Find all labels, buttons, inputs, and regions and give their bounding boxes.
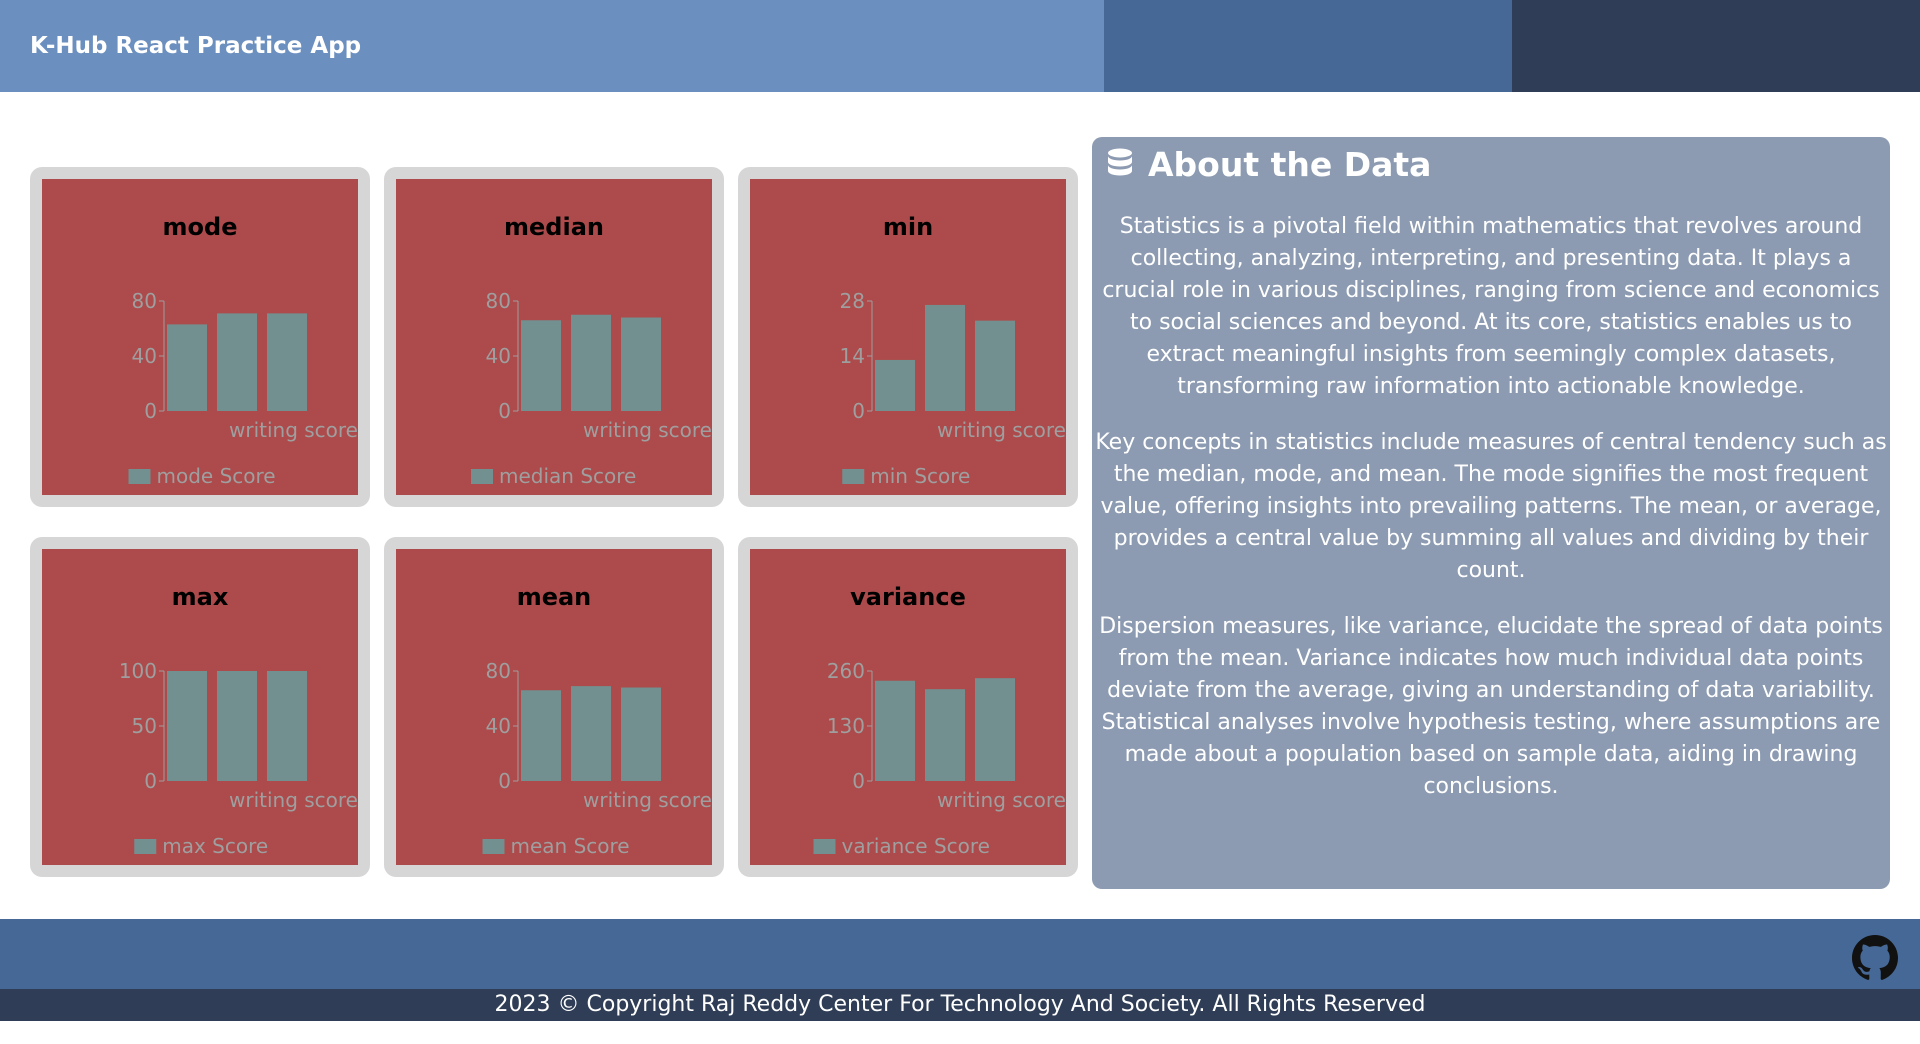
chart-panel: median 0 40 80 writing score median Score: [396, 179, 712, 495]
app-header: K-Hub React Practice App: [0, 0, 1920, 92]
chart-panel: variance 0 130 260 writing score variance Sco…: [750, 549, 1066, 865]
x-axis-label: writing score: [937, 418, 1066, 442]
y-tick-label: 0: [852, 399, 865, 423]
chart-card-min: min 0 14 28 writing score min Score: [738, 167, 1078, 507]
bar-chart-max: max 0 50 100 writing score max Score: [119, 583, 358, 858]
bar: [571, 686, 611, 781]
bar-chart-mode: mode 0 40 80 writing score mode Score: [128, 213, 358, 488]
bar-chart-mean: mean 0 40 80 writing score mean Score: [482, 583, 712, 858]
chart-title: max: [172, 583, 229, 611]
chart-panel: mean 0 40 80 writing score mean Score: [396, 549, 712, 865]
header-segment-tertiary: [1512, 0, 1920, 92]
x-axis-label: writing score: [583, 788, 712, 812]
y-tick-label: 40: [486, 344, 511, 368]
chart-card-mean: mean 0 40 80 writing score mean Score: [384, 537, 724, 877]
legend-swatch: [471, 469, 493, 484]
bar: [621, 317, 661, 411]
y-tick-label: 260: [827, 659, 865, 683]
x-axis-label: writing score: [937, 788, 1066, 812]
y-tick-label: 0: [852, 769, 865, 793]
about-header: About the Data: [1106, 145, 1431, 184]
bar: [925, 304, 965, 411]
legend-label: min Score: [870, 464, 970, 488]
bar: [267, 671, 307, 781]
legend-label: median Score: [499, 464, 636, 488]
legend-swatch: [134, 839, 157, 854]
about-body: Statistics is a pivotal field within mat…: [1094, 211, 1888, 827]
y-tick-label: 50: [132, 714, 157, 738]
bar: [167, 324, 207, 411]
legend-swatch: [128, 469, 151, 484]
legend-label: mean Score: [511, 834, 630, 858]
bar: [571, 314, 611, 411]
bar-chart-min: min 0 14 28 writing score min Score: [840, 213, 1066, 488]
bar: [217, 313, 257, 411]
header-segment-secondary: [1104, 0, 1512, 92]
legend-swatch: [813, 839, 836, 854]
chart-title: median: [504, 213, 604, 241]
y-tick-label: 0: [144, 769, 157, 793]
chart-title: mean: [517, 583, 592, 611]
chart-card-max: max 0 50 100 writing score max Score: [30, 537, 370, 877]
y-tick-label: 0: [144, 399, 157, 423]
bar-chart-variance: variance 0 130 260 writing score variance Sco…: [813, 583, 1066, 858]
y-tick-label: 80: [486, 659, 511, 683]
about-title: About the Data: [1148, 145, 1432, 184]
chart-panel: max 0 50 100 writing score max Score: [42, 549, 358, 865]
legend-label: max Score: [162, 834, 268, 858]
legend-swatch: [842, 469, 865, 484]
chart-title: mode: [163, 213, 238, 241]
database-icon: [1108, 148, 1132, 175]
chart-card-mode: mode 0 40 80 writing score mode Score: [30, 167, 370, 507]
y-tick-label: 40: [486, 714, 511, 738]
bar: [267, 313, 307, 411]
legend-label: variance Score: [842, 834, 990, 858]
legend-label: mode Score: [157, 464, 276, 488]
chart-panel: min 0 14 28 writing score min Score: [750, 179, 1066, 495]
about-paragraph-3: Dispersion measures, like variance, eluc…: [1099, 614, 1883, 799]
github-icon[interactable]: [1852, 935, 1898, 981]
bar: [925, 689, 965, 781]
x-axis-label: writing score: [229, 788, 358, 812]
y-tick-label: 100: [119, 659, 157, 683]
about-paragraph-1: Statistics is a pivotal field within mat…: [1102, 214, 1880, 399]
chart-title: variance: [850, 583, 966, 611]
bar: [521, 320, 561, 411]
x-axis-label: writing score: [583, 418, 712, 442]
chart-title: min: [883, 213, 933, 241]
app-title: K-Hub React Practice App: [30, 33, 362, 59]
bar: [975, 320, 1015, 411]
footer-copyright-bar: 2023 © Copyright Raj Reddy Center For Te…: [0, 989, 1920, 1021]
bar: [621, 687, 661, 781]
bar: [875, 680, 915, 781]
y-tick-label: 80: [132, 289, 157, 313]
chart-panel: mode 0 40 80 writing score mode Score: [42, 179, 358, 495]
bar: [875, 359, 915, 411]
legend-swatch: [482, 839, 505, 854]
chart-card-variance: variance 0 130 260 writing score variance Sco…: [738, 537, 1078, 877]
y-tick-label: 0: [498, 769, 511, 793]
bar: [975, 678, 1015, 781]
header-segment-primary: K-Hub React Practice App: [0, 0, 1104, 92]
copyright-text: 2023 © Copyright Raj Reddy Center For Te…: [494, 992, 1426, 1017]
about-paragraph-2: Key concepts in statistics include measu…: [1095, 430, 1887, 583]
y-tick-label: 80: [486, 289, 511, 313]
x-axis-label: writing score: [229, 418, 358, 442]
bar: [521, 690, 561, 781]
y-tick-label: 0: [498, 399, 511, 423]
y-tick-label: 40: [132, 344, 157, 368]
chart-card-median: median 0 40 80 writing score median Score: [384, 167, 724, 507]
bar-chart-median: median 0 40 80 writing score median Score: [471, 213, 712, 488]
about-panel: About the Data Statistics is a pivotal f…: [1092, 137, 1890, 889]
bar: [217, 671, 257, 781]
y-tick-label: 130: [827, 714, 865, 738]
y-tick-label: 28: [840, 289, 865, 313]
bar: [167, 671, 207, 781]
y-tick-label: 14: [840, 344, 865, 368]
footer-bar: [0, 919, 1920, 989]
